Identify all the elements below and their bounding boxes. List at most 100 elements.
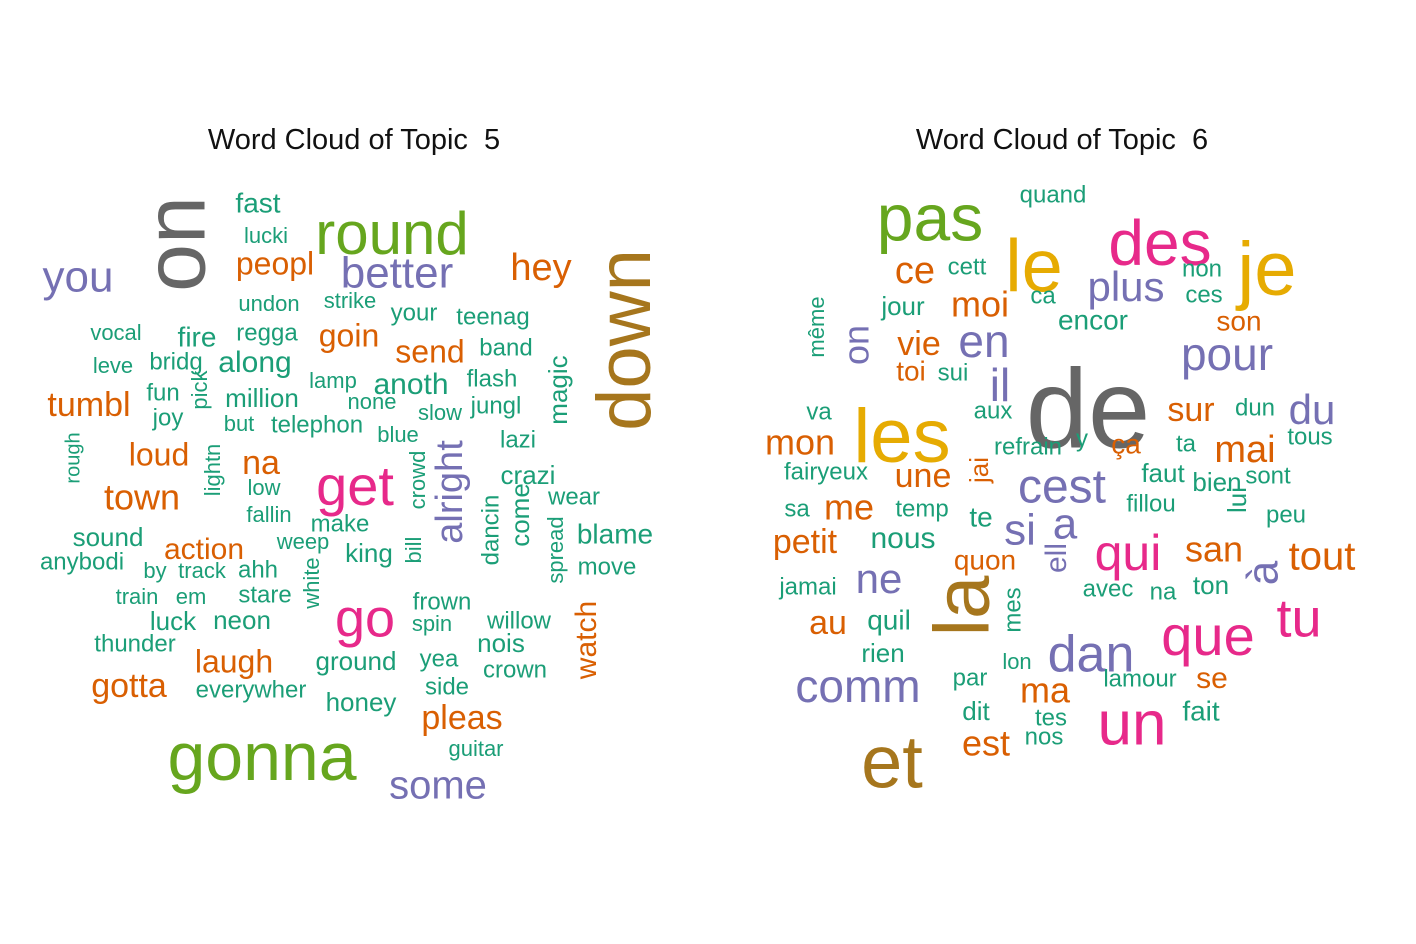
word-sont: sont xyxy=(1245,462,1291,489)
word-side: side xyxy=(425,673,469,700)
word-crowd: crowd xyxy=(405,451,430,510)
word-dan: dan xyxy=(1048,626,1135,684)
word-et: et xyxy=(861,721,923,804)
word-million: million xyxy=(225,383,299,413)
word-better: better xyxy=(341,249,454,298)
word-pleas: pleas xyxy=(421,699,502,737)
word-comm: comm xyxy=(795,660,920,712)
word-white: white xyxy=(299,557,324,609)
word-non: non xyxy=(1182,255,1222,282)
word-moi: moi xyxy=(951,284,1009,325)
word-ça: ça xyxy=(1111,428,1141,459)
word-fire: fire xyxy=(178,321,217,352)
word-pick: pick xyxy=(187,369,212,409)
word-rien: rien xyxy=(861,638,904,668)
word-sound: sound xyxy=(73,522,144,552)
word-me: me xyxy=(824,487,874,528)
word-along: along xyxy=(218,346,291,379)
word-by: by xyxy=(143,558,166,583)
word-avec: avec xyxy=(1083,575,1134,602)
word-willow: willow xyxy=(486,607,552,634)
word-tout: tout xyxy=(1289,535,1356,579)
word-si: si xyxy=(1004,506,1036,555)
word-de: de xyxy=(1026,347,1151,472)
word-cett: cett xyxy=(948,253,987,280)
word-a: a xyxy=(1053,500,1078,549)
word-pour: pour xyxy=(1181,328,1273,380)
word-action: action xyxy=(164,533,244,566)
chart-title: Word Cloud of Topic 5 xyxy=(207,124,501,156)
word-magic: magic xyxy=(543,355,573,424)
word-town: town xyxy=(104,477,180,518)
word-tu: tu xyxy=(1276,588,1321,648)
word-tous: tous xyxy=(1287,423,1332,450)
word-un: un xyxy=(1098,689,1167,758)
word-sui: sui xyxy=(938,359,969,386)
word-down: down xyxy=(582,249,667,431)
word-je: je xyxy=(1235,227,1296,312)
word-flash: flash xyxy=(467,365,518,392)
word-everywher: everywher xyxy=(196,676,307,703)
word-stare: stare xyxy=(238,581,291,608)
word-fillou: fillou xyxy=(1126,490,1175,517)
word-peopl: peopl xyxy=(236,245,314,281)
word-peu: peu xyxy=(1266,501,1306,528)
word-weep: weep xyxy=(276,529,330,554)
word-qui: qui xyxy=(1095,525,1162,581)
word-la: la xyxy=(918,575,1006,636)
word-que: que xyxy=(1161,604,1254,667)
word-crown: crown xyxy=(483,656,547,683)
word-frown: frown xyxy=(413,588,472,615)
word-hey: hey xyxy=(510,247,571,289)
word-fast: fast xyxy=(235,187,280,218)
word-blue: blue xyxy=(377,422,419,447)
word-du: du xyxy=(1289,386,1336,433)
word-get: get xyxy=(316,454,394,517)
word-bill: bill xyxy=(401,537,426,564)
word-te: te xyxy=(969,501,992,532)
word-anybodi: anybodi xyxy=(40,548,124,575)
word-goin: goin xyxy=(319,317,380,353)
word-na: na xyxy=(1150,578,1177,605)
word-lucki: lucki xyxy=(244,223,288,248)
word-band: band xyxy=(479,334,532,361)
word-des: des xyxy=(1108,207,1211,279)
word-thunder: thunder xyxy=(94,630,175,657)
word-toi: toi xyxy=(896,355,926,386)
word-aux: aux xyxy=(974,397,1013,424)
word-dit: dit xyxy=(962,696,990,726)
word-lazi: lazi xyxy=(500,426,536,453)
word-na: na xyxy=(242,444,280,482)
word-blame: blame xyxy=(577,518,653,549)
word-on: on xyxy=(128,196,224,292)
word-luck: luck xyxy=(150,606,197,636)
word-au: au xyxy=(809,604,847,642)
word-bridg: bridg xyxy=(149,348,202,375)
word-lamour: lamour xyxy=(1103,665,1176,692)
word-fallin: fallin xyxy=(246,502,291,527)
word-round: round xyxy=(315,200,468,267)
word-vocal: vocal xyxy=(90,320,141,345)
word-jai: jai xyxy=(964,457,994,484)
word-gotta: gotta xyxy=(91,667,167,705)
word-em: em xyxy=(176,584,207,609)
word-king: king xyxy=(345,538,393,568)
word-son: son xyxy=(1216,305,1261,336)
word-make: make xyxy=(311,510,370,537)
word-quon: quon xyxy=(954,544,1016,575)
word-dun: dun xyxy=(1235,394,1275,421)
word-lui: lui xyxy=(1222,487,1252,513)
word-spread: spread xyxy=(543,516,568,583)
word-track: track xyxy=(178,558,227,583)
chart-title: Word Cloud of Topic 6 xyxy=(915,124,1209,156)
word-même: même xyxy=(804,296,829,357)
word-tumbl: tumbl xyxy=(47,386,130,424)
word-lightn: lightn xyxy=(200,444,225,497)
word-jour: jour xyxy=(880,291,925,321)
word-ma: ma xyxy=(1020,670,1071,711)
word-loud: loud xyxy=(129,436,190,472)
word-rough: rough xyxy=(62,432,84,483)
word-cloud-svg: on down round gonna get go better you alright som… xyxy=(40,187,667,807)
word-encor: encor xyxy=(1058,304,1128,335)
word-ne: ne xyxy=(856,555,903,602)
